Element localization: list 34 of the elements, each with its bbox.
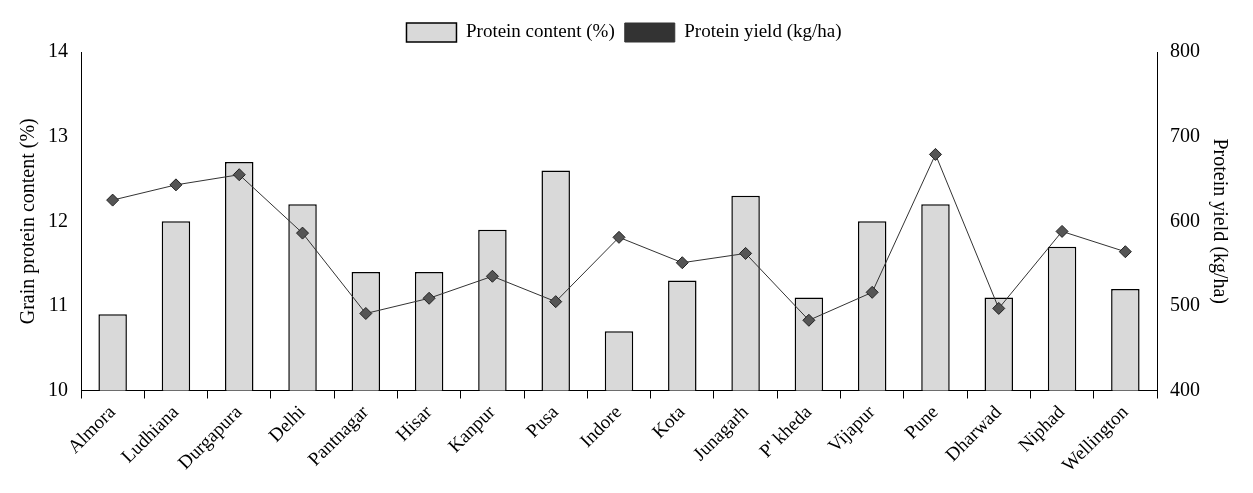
y-tick-label: 10 [48,377,68,400]
y-tick-label: 11 [48,293,68,316]
point [169,178,183,192]
point [549,295,563,309]
point [739,246,753,260]
point [675,256,689,270]
point [992,301,1006,315]
y-tick-label: 13 [48,123,68,146]
legend-label: Protein content (%) [465,20,615,43]
x-tick-label: Pusa [521,400,563,442]
legend-label: Protein yield (kg/ha) [684,20,842,43]
point [485,269,499,283]
y2-axis-title: Protein yield (kg/ha) [1208,138,1232,305]
point [802,313,816,327]
y-tick-label: 14 [48,39,68,62]
point [928,147,942,161]
x-tick-label: Kota [647,400,690,443]
point [422,291,436,305]
point [1118,245,1132,259]
y2-tick-label: 700 [1170,123,1200,146]
y2-tick-label: 800 [1170,39,1200,62]
point [865,285,879,299]
point [232,168,246,182]
x-tick-label: Pune [900,401,942,443]
point [106,193,120,207]
point [296,226,310,240]
point [1055,224,1069,238]
y2-tick-label: 500 [1170,293,1200,316]
y-tick-label: 12 [48,208,68,231]
point [359,307,373,320]
y-axis-title: Grain protein content (%) [16,118,40,325]
y2-tick-label: 600 [1170,208,1200,231]
y2-tick-label: 400 [1170,377,1200,400]
point [612,230,626,244]
